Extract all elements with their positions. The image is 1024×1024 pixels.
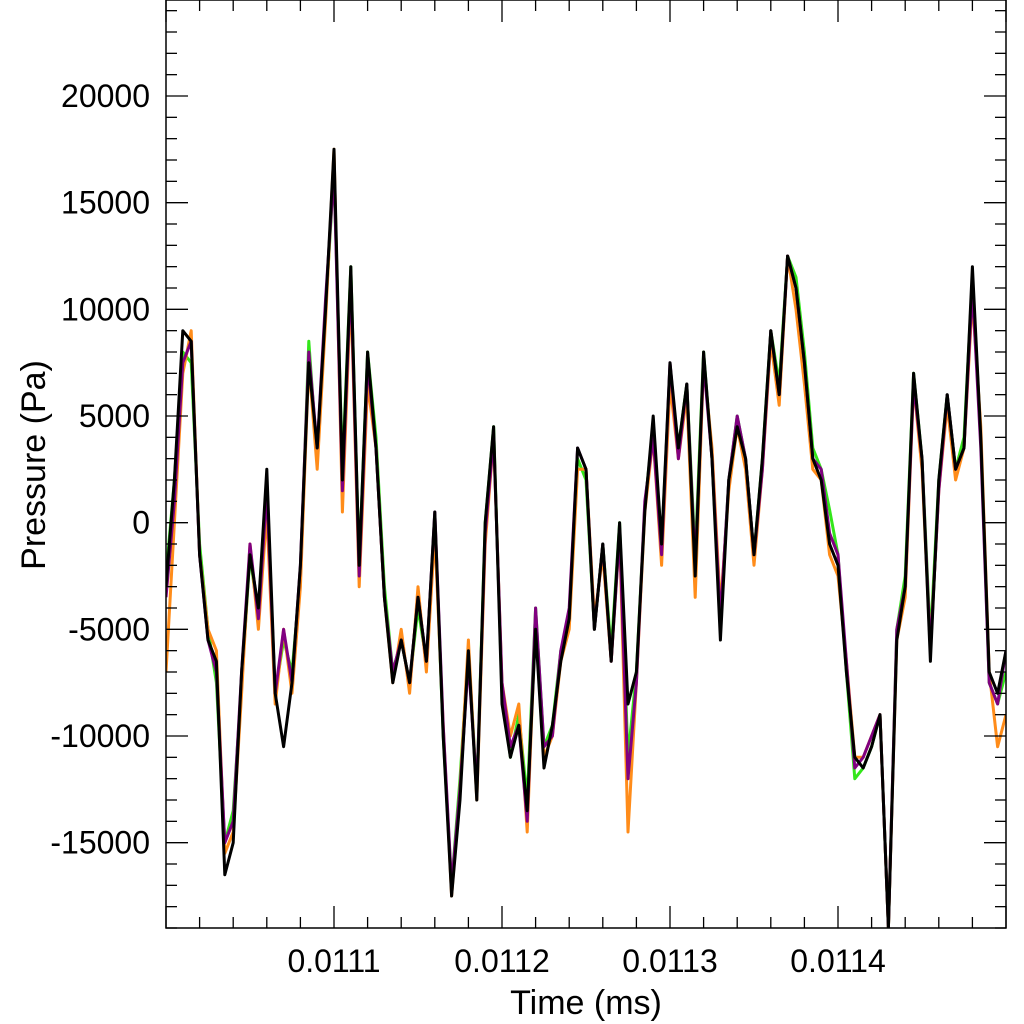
y-tick-label: -15000 bbox=[50, 825, 150, 861]
y-tick-label: 10000 bbox=[61, 291, 150, 327]
y-tick-label: -5000 bbox=[68, 611, 150, 647]
axes-layer: -15000 -10000 -5000 0 5000 10000 15000 20000 0.0… bbox=[50, 0, 1007, 979]
y-axis-title: Pressure (Pa) bbox=[15, 360, 53, 570]
x-tick-label: 0.0111 bbox=[287, 943, 380, 979]
series-line-4 bbox=[166, 147, 1006, 928]
series-line-3 bbox=[166, 169, 1006, 928]
y-tick-label: 15000 bbox=[61, 185, 150, 221]
y-tick-label: 0 bbox=[132, 505, 150, 541]
series-line-2 bbox=[166, 147, 1006, 928]
x-tick-label: 0.0113 bbox=[622, 943, 718, 979]
x-tick-label: 0.0112 bbox=[454, 943, 550, 979]
y-tick-label: -10000 bbox=[50, 718, 150, 754]
plot-frame bbox=[165, 0, 1007, 929]
y-tick-label: 5000 bbox=[79, 398, 150, 434]
y-tick-label: 20000 bbox=[61, 78, 150, 114]
x-axis-title: Time (ms) bbox=[510, 984, 662, 1022]
series-line-1 bbox=[166, 169, 1006, 928]
series-layer bbox=[166, 147, 1006, 928]
x-tick-label: 0.0114 bbox=[790, 943, 886, 979]
